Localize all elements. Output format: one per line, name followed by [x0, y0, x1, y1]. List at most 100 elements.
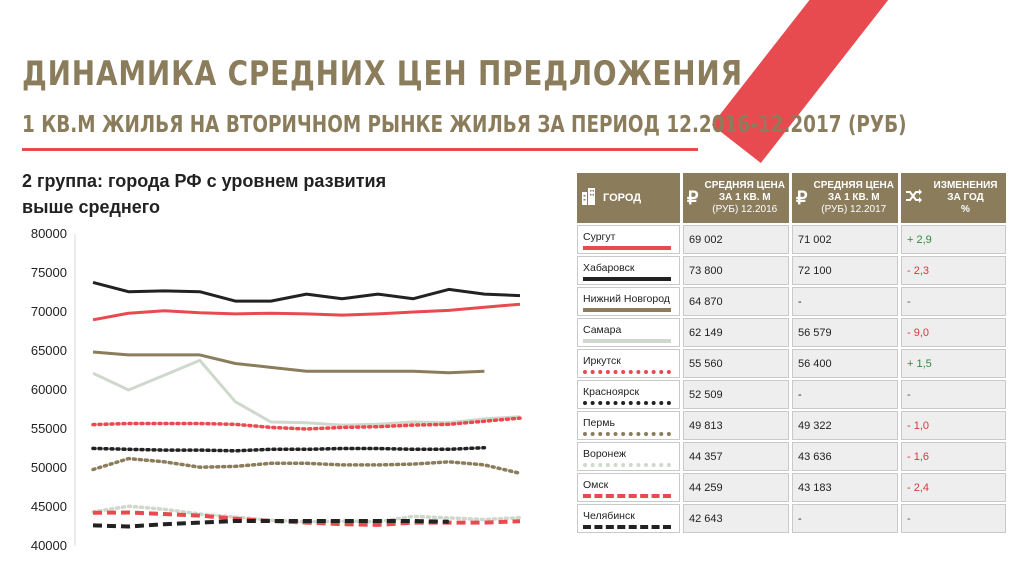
cell-change: - 9,0: [901, 318, 1006, 347]
cell-price-2016: 52 509: [683, 380, 789, 409]
header-price-2016-label: СРЕДНЯЯ ЦЕНА ЗА 1 КВ. М (РУБ) 12.2016: [704, 180, 785, 216]
cell-price-2016: 69 002: [683, 225, 789, 254]
city-name: Красноярск: [583, 385, 640, 398]
series-swatch: [583, 276, 671, 281]
cell-change: -: [901, 504, 1006, 533]
series-swatch: [583, 307, 671, 312]
cell-price-2016: 42 643: [683, 504, 789, 533]
group-label-line2: выше среднего: [22, 197, 161, 217]
series-line-5: [91, 445, 487, 453]
price-table-header: ГОРОД ₽ СРЕДНЯЯ ЦЕНА ЗА 1 КВ. М (РУБ) 12…: [577, 173, 1009, 223]
table-row: Хабаровск 73 800 72 100- 2,3: [577, 256, 1009, 285]
y-tick-label: 75000: [31, 265, 67, 280]
city-name: Самара: [583, 323, 622, 336]
city-name: Пермь: [583, 416, 615, 429]
cell-price-2016: 73 800: [683, 256, 789, 285]
series-line-9: [92, 519, 449, 529]
city-name: Челябинск: [583, 509, 635, 522]
ruble-icon: ₽: [687, 187, 699, 208]
price-table-body: Сургут 69 002 71 002 + 2,9 Хабаровск 73 800 72…: [577, 225, 1009, 533]
cell-price-2016: 44 259: [683, 473, 789, 502]
series-line-2: [92, 350, 485, 375]
cell-city: Сургут: [577, 225, 680, 254]
price-table: ГОРОД ₽ СРЕДНЯЯ ЦЕНА ЗА 1 КВ. М (РУБ) 12…: [577, 173, 1009, 533]
city-name: Нижний Новгород: [583, 292, 670, 305]
y-tick-label: 45000: [31, 499, 67, 514]
city-name: Хабаровск: [583, 261, 635, 274]
series-swatch: [583, 338, 671, 343]
y-tick-label: 65000: [31, 343, 67, 358]
cell-price-2017: -: [792, 504, 898, 533]
cell-price-2017: 72 100: [792, 256, 898, 285]
header-change-line1: ИЗМЕНЕНИЯ: [933, 180, 998, 191]
cell-change: -: [901, 380, 1006, 409]
header-change-line2: ЗА ГОД: [947, 192, 984, 203]
cell-city: Самара: [577, 318, 680, 347]
table-row: Пермь 49 813 49 322- 1,0: [577, 411, 1009, 440]
y-tick-label: 80000: [31, 226, 67, 241]
cell-change: - 1,6: [901, 442, 1006, 471]
cell-change: + 2,9: [901, 225, 1006, 254]
table-row: Сургут 69 002 71 002 + 2,9: [577, 225, 1009, 254]
cell-change: - 2,4: [901, 473, 1006, 502]
header-price-2016-line2: ЗА 1 КВ. М: [718, 192, 771, 203]
cell-price-2016: 64 870: [683, 287, 789, 316]
header-change: ИЗМЕНЕНИЯ ЗА ГОД %: [901, 173, 1006, 223]
header-change-label: ИЗМЕНЕНИЯ ЗА ГОД %: [929, 180, 1002, 216]
page-subtitle: 1 КВ.М ЖИЛЬЯ НА ВТОРИЧНОМ РЫНКЕ ЖИЛЬЯ ЗА…: [22, 112, 907, 138]
header-price-2017-label: СРЕДНЯЯ ЦЕНА ЗА 1 КВ. М (РУБ) 12.2017: [813, 180, 894, 216]
city-name: Иркутск: [583, 354, 621, 367]
city-name: Воронеж: [583, 447, 627, 460]
city-name: Сургут: [583, 230, 616, 243]
table-row: Воронеж 44 357 43 636- 1,6: [577, 442, 1009, 471]
cell-price-2016: 55 560: [683, 349, 789, 378]
table-row: Красноярск 52 509- -: [577, 380, 1009, 409]
y-tick-label: 40000: [31, 538, 67, 553]
cell-city: Воронеж: [577, 442, 680, 471]
buildings-icon: [581, 187, 597, 210]
page-title: ДИНАМИКА СРЕДНИХ ЦЕН ПРЕДЛОЖЕНИЯ: [22, 54, 743, 94]
cell-city: Пермь: [577, 411, 680, 440]
header-price-2016-line1: СРЕДНЯЯ ЦЕНА: [704, 180, 785, 191]
series-swatch: [583, 245, 671, 250]
header-price-2017: ₽ СРЕДНЯЯ ЦЕНА ЗА 1 КВ. М (РУБ) 12.2017: [792, 173, 898, 223]
decorative-red-stripe: [711, 0, 921, 164]
header-price-2016: ₽ СРЕДНЯЯ ЦЕНА ЗА 1 КВ. М (РУБ) 12.2016: [683, 173, 789, 223]
header-price-2016-line3: (РУБ) 12.2016: [712, 204, 778, 215]
series-swatch: [583, 431, 671, 436]
ruble-icon: ₽: [796, 187, 808, 208]
cell-change: - 1,0: [901, 411, 1006, 440]
series-line-4: [91, 416, 522, 431]
cell-city: Нижний Новгород: [577, 287, 680, 316]
table-row: Нижний Новгород 64 870- -: [577, 287, 1009, 316]
series-line-1: [92, 280, 521, 303]
cell-price-2017: 56 400: [792, 349, 898, 378]
title-underline: [22, 148, 698, 151]
table-row: Самара 62 149 56 579- 9,0: [577, 318, 1009, 347]
cell-change: - 2,3: [901, 256, 1006, 285]
header-city-label: ГОРОД: [603, 192, 642, 204]
series-swatch: [583, 493, 671, 498]
cell-city: Иркутск: [577, 349, 680, 378]
cell-price-2016: 49 813: [683, 411, 789, 440]
header-change-line3: %: [961, 204, 970, 215]
price-line-chart: 80000 75000 70000 65000 60000 55000 50000 45000…: [31, 226, 522, 553]
y-tick-label: 70000: [31, 304, 67, 319]
series-swatch: [583, 462, 671, 467]
cell-price-2017: -: [792, 287, 898, 316]
cell-city: Красноярск: [577, 380, 680, 409]
cell-price-2017: 71 002: [792, 225, 898, 254]
cell-city: Челябинск: [577, 504, 680, 533]
series-line-0: [92, 302, 521, 322]
cell-price-2017: 49 322: [792, 411, 898, 440]
cell-change: + 1,5: [901, 349, 1006, 378]
cell-price-2017: 43 636: [792, 442, 898, 471]
cell-city: Хабаровск: [577, 256, 680, 285]
y-tick-label: 60000: [31, 382, 67, 397]
group-label-line1: 2 группа: города РФ с уровнем развития: [22, 171, 387, 191]
cell-price-2016: 62 149: [683, 318, 789, 347]
series-swatch: [583, 400, 671, 405]
group-label: 2 группа: города РФ с уровнем развития в…: [22, 168, 482, 220]
header-price-2017-line1: СРЕДНЯЯ ЦЕНА: [813, 180, 894, 191]
cell-city: Омск: [577, 473, 680, 502]
